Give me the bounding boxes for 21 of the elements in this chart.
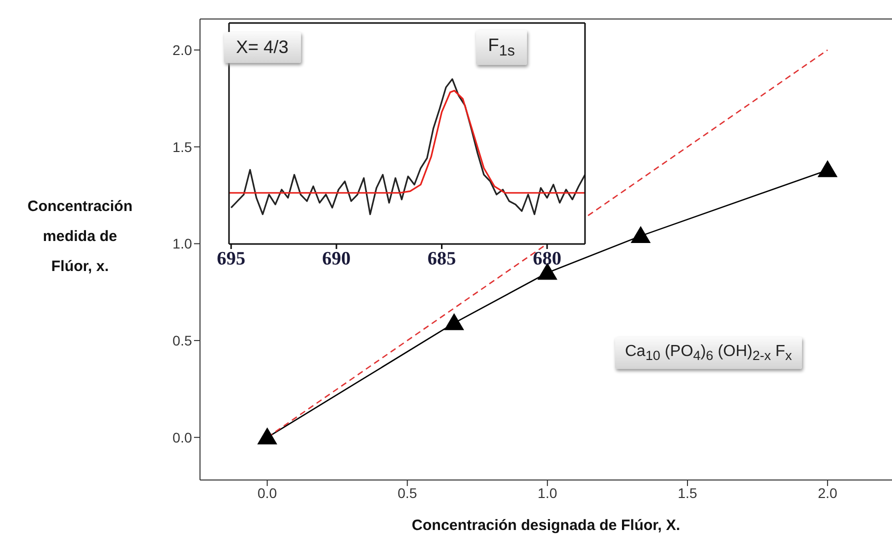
point: [444, 313, 464, 330]
x-tick-label: 685: [428, 248, 456, 270]
x-tick-label: 690: [322, 248, 351, 270]
y-tick-label: 0.5: [172, 332, 192, 349]
text: Ca$_{10}$ (PO$_{4}$)$_{6}$ (OH)$_{2-x}$ F$_{x}$: [625, 343, 792, 364]
point: [257, 427, 278, 444]
annotation: F$_{1s}$: [476, 30, 527, 65]
x-tick-label: 680: [532, 248, 562, 270]
y-tick-label: 2.0: [172, 42, 192, 58]
point: [630, 226, 651, 243]
y-axis-title: Concentración medida de Flúor, x.: [26, 197, 134, 277]
text: 1.0: [538, 484, 558, 501]
y-tick-label: 1.5: [172, 138, 192, 155]
annotation: X= 4/3: [224, 32, 301, 63]
y-tick-label: 1.0: [172, 236, 192, 252]
y-tick-label: 0.0: [172, 429, 192, 446]
text: 0.0: [258, 484, 277, 501]
point: [818, 160, 838, 178]
x-tick-label: 695: [216, 248, 246, 270]
x-axis-title: Concentración designada de Flúor, X.: [412, 517, 680, 534]
text: 2.0: [818, 484, 838, 501]
